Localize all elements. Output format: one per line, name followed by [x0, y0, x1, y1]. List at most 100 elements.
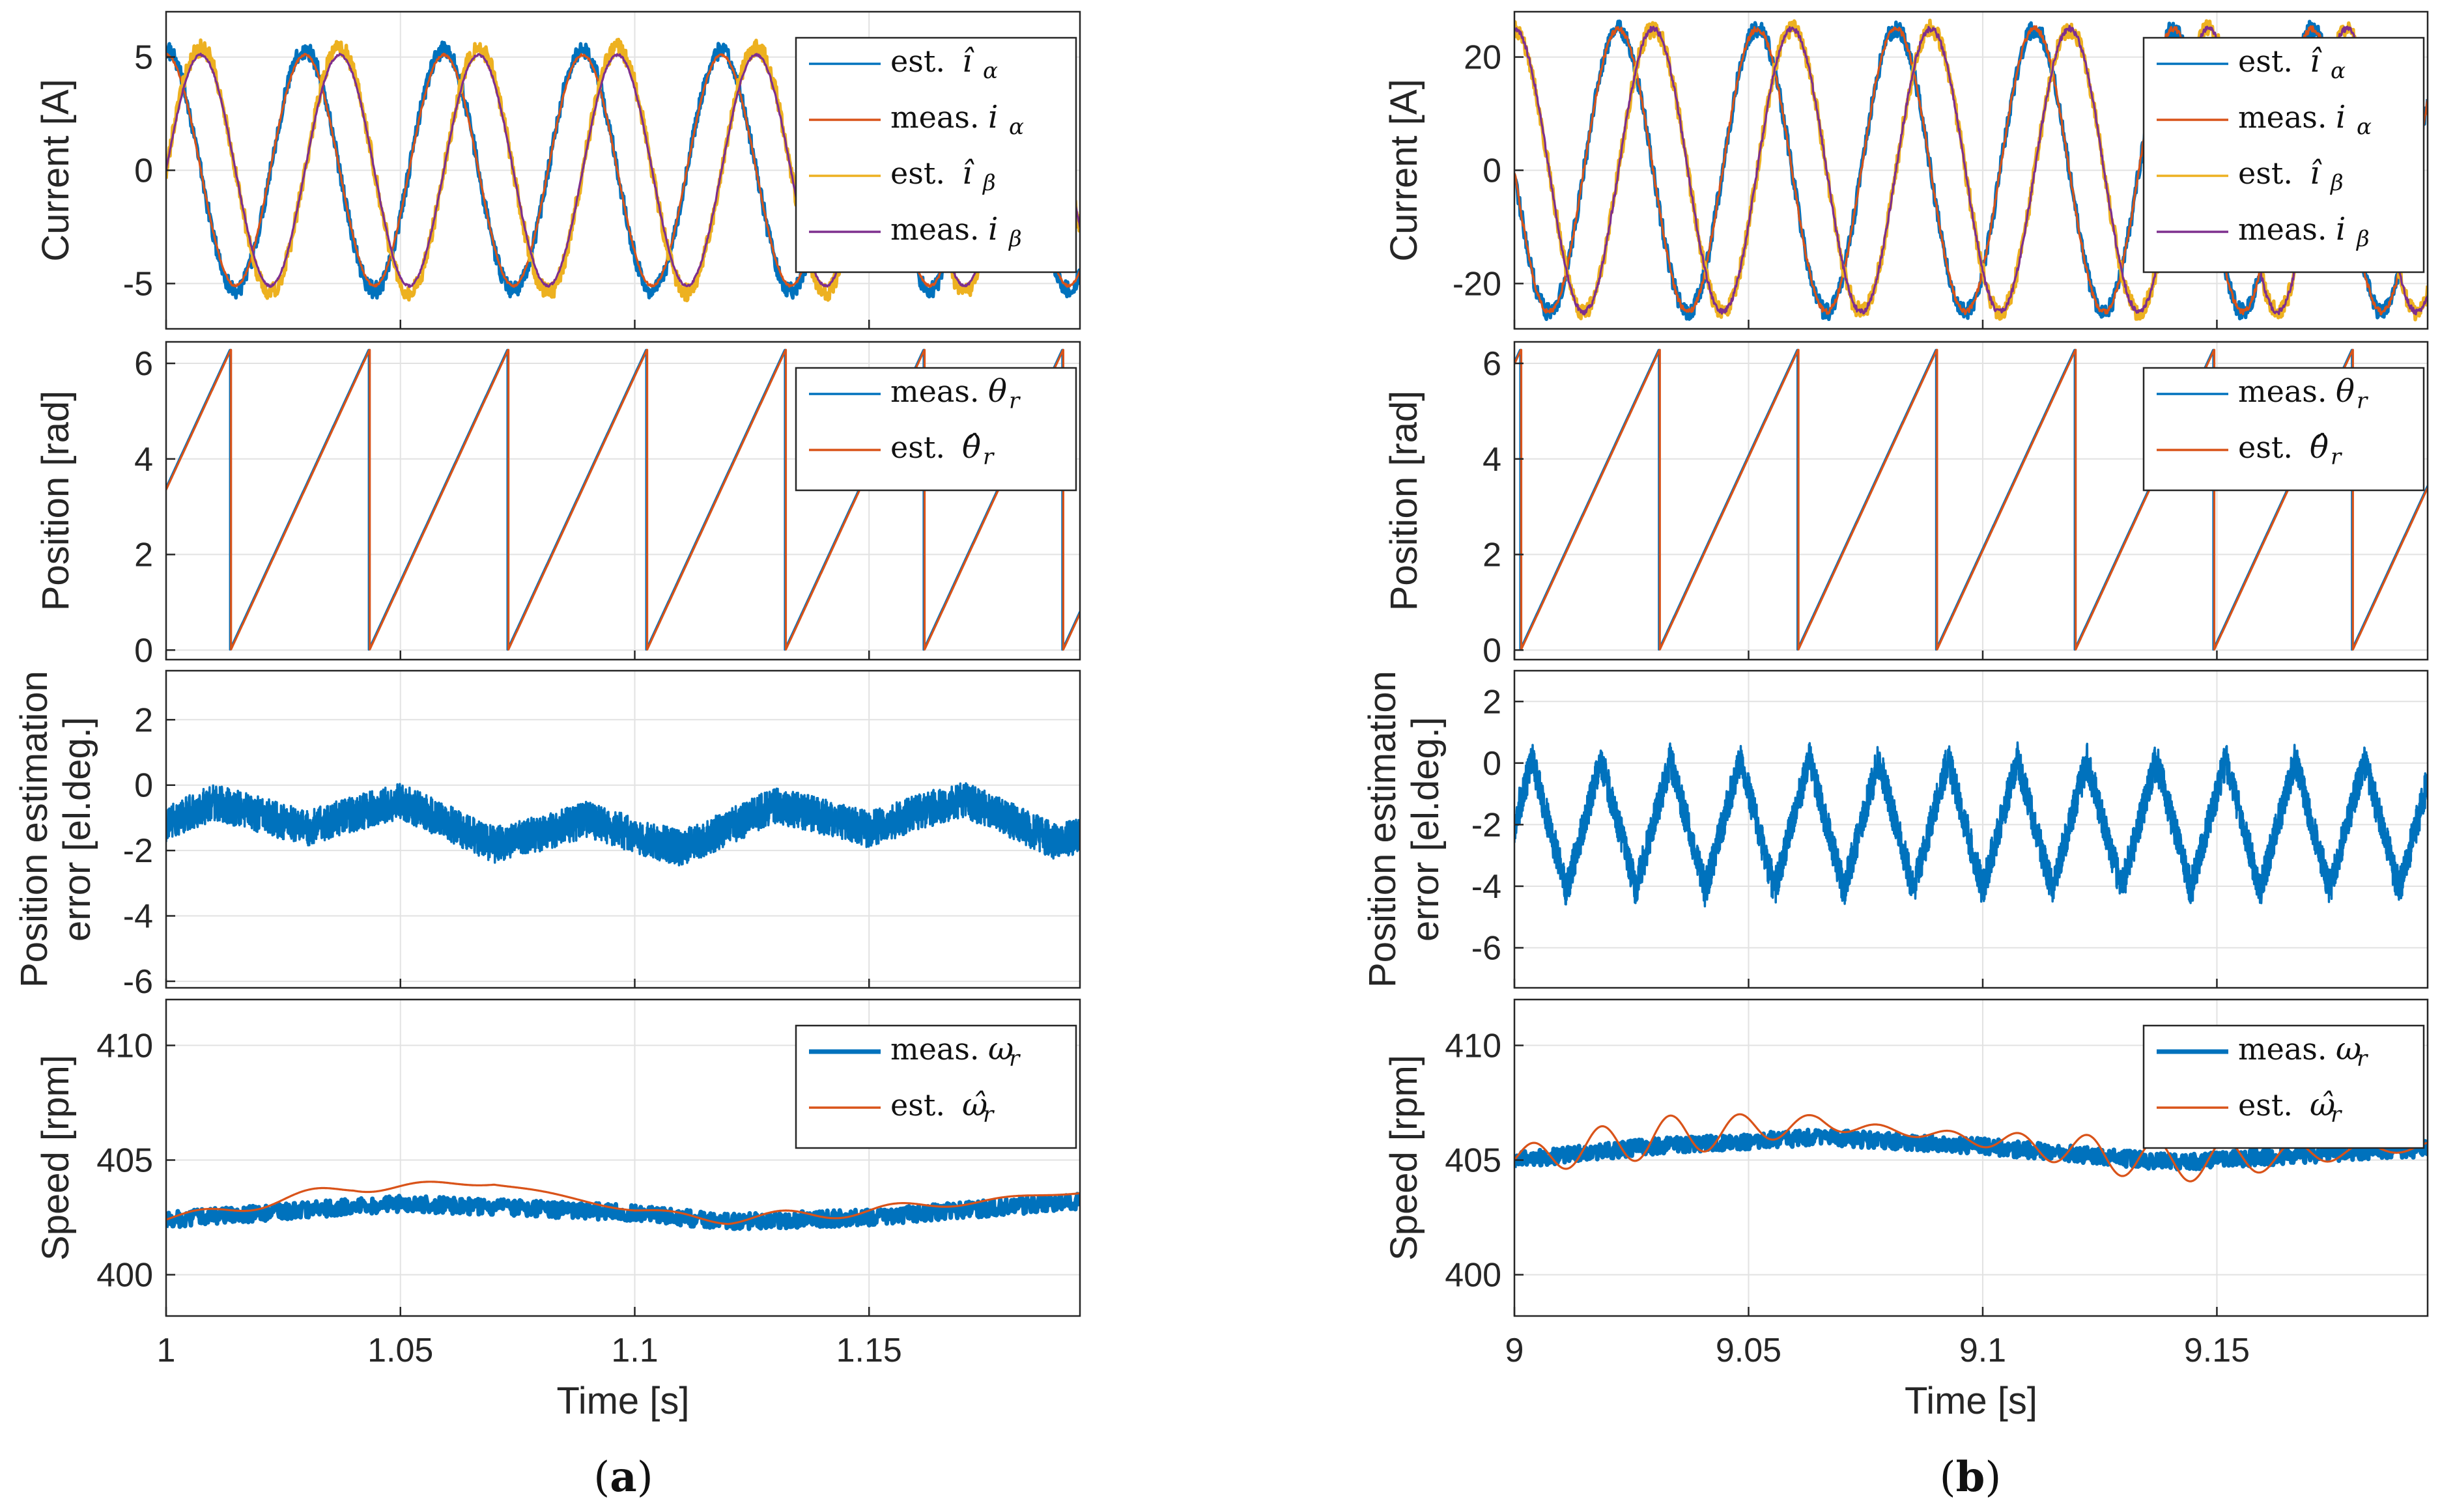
x-tick-label: 9.15 [2184, 1332, 2250, 1369]
x-tick-label: 1 [157, 1332, 176, 1369]
x-tick-label: 1.15 [836, 1332, 902, 1369]
legend-subscript: r [983, 1102, 995, 1128]
chart-a-speed: 400 405 410 1 1.05 1.1 1.15 Speed [rpm] Time [s]… [35, 998, 1081, 1422]
legend-label: est. [2238, 156, 2293, 191]
y-tick-label: 2 [134, 701, 153, 739]
legend-symbol: ω̂ [2310, 1087, 2335, 1123]
legend-subscript: r [1009, 1046, 1021, 1072]
legend-label: est. [2238, 1087, 2293, 1123]
axes-frame [165, 669, 1081, 989]
y-axis-label: Current [A] [35, 79, 77, 261]
legend-subscript: r [2357, 388, 2368, 414]
y-axis-label: Position estimation [13, 671, 55, 988]
axes-frame [1513, 998, 2429, 1317]
y-tick-label: 6 [1482, 345, 1501, 383]
series-line-1 [1514, 741, 2428, 908]
series-line-4 [1514, 25, 2428, 316]
y-axis-label: Speed [rpm] [35, 1055, 77, 1261]
y-axis-label: Position estimation [1361, 671, 1404, 988]
y-tick-label: -20 [1453, 265, 1501, 303]
legend-symbol: i [988, 99, 998, 135]
chart-a-error: -6 -4 -2 0 2 Position estimation error [el.deg… [13, 669, 1081, 1001]
legend-subscript: α [983, 58, 998, 84]
legend-subscript: r [983, 444, 995, 470]
series-line-2 [166, 52, 1080, 288]
chart-b-speed: 400 405 410 9 9.05 9.1 9.15 Speed [rpm] Time [s]… [1383, 998, 2429, 1422]
axes-frame [1513, 669, 2429, 989]
series-line-2 [166, 348, 1080, 651]
y-tick-label: 0 [134, 632, 153, 669]
legend-symbol: i [2336, 99, 2346, 135]
series-line-2 [1514, 1113, 2428, 1183]
legend-subscript: β [1008, 226, 1022, 252]
y-tick-label: 4 [1482, 441, 1501, 479]
legend-symbol: ω̂ [962, 1087, 987, 1123]
y-tick-label: 0 [1482, 632, 1501, 669]
series-line-1 [1514, 1127, 2428, 1171]
gridlines [1514, 342, 2428, 660]
y-axis-label: Position [rad] [35, 391, 77, 611]
legend-box [795, 36, 1077, 273]
x-axis-label: Time [s] [1905, 1380, 2037, 1422]
y-tick-label: -4 [1471, 868, 1501, 906]
legend-symbol: θ [988, 373, 1007, 410]
legend-symbol: θ̂ [962, 429, 981, 466]
legend-symbol: î [2310, 43, 2322, 79]
x-tick-label: 1.05 [367, 1332, 433, 1369]
legend-label: meas. [890, 1031, 980, 1067]
y-tick-label: -5 [123, 265, 153, 303]
y-tick-label: 2 [1482, 537, 1501, 574]
y-tick-label: 410 [1445, 1027, 1501, 1065]
series-line-1 [166, 1192, 1080, 1231]
plot-area [166, 782, 1080, 867]
y-tick-label: 5 [134, 39, 153, 77]
legend-subscript: r [2331, 444, 2342, 470]
legend-symbol: θ [2336, 373, 2355, 410]
legend-subscript: r [2357, 1046, 2368, 1072]
y-tick-label: 6 [134, 345, 153, 383]
x-tick-label: 9.05 [1716, 1332, 1781, 1369]
y-tick-label: 2 [1482, 683, 1501, 721]
y-tick-label: -2 [1471, 806, 1501, 844]
legend-label: est. [890, 430, 945, 465]
x-tick-label: 1.1 [611, 1332, 658, 1369]
plot-area [166, 348, 1080, 651]
series-line-2 [1514, 348, 2428, 651]
legend-label: meas. [2238, 1031, 2327, 1067]
legend-subscript: r [2331, 1102, 2342, 1128]
legend-symbol: i [988, 211, 998, 247]
legend-label: est. [890, 156, 945, 191]
legend-box [2142, 36, 2425, 273]
y-tick-label: -2 [123, 832, 153, 870]
caption-a: (a) [593, 1453, 653, 1502]
plot-area [1514, 741, 2428, 908]
y-tick-label: -6 [123, 963, 153, 1001]
legend-label: meas. [890, 100, 980, 135]
legend-subscript: β [2355, 226, 2370, 252]
legend-subscript: α [2357, 114, 2372, 140]
y-tick-label: 405 [1445, 1142, 1501, 1180]
y-tick-label: 0 [134, 767, 153, 805]
y-tick-label: 2 [134, 537, 153, 574]
y-tick-label: 0 [1482, 152, 1501, 190]
y-tick-label: 405 [96, 1142, 153, 1180]
x-tick-label: 9 [1505, 1332, 1524, 1369]
legend-subscript: r [1009, 388, 1021, 414]
y-tick-label: 4 [134, 441, 153, 479]
legend-label: est. [2238, 430, 2293, 465]
series-line-2 [166, 1181, 1080, 1225]
legend-label: meas. [890, 212, 980, 247]
legend-box [2142, 367, 2425, 492]
legend-symbol: î [962, 155, 974, 191]
legend-subscript: α [2331, 58, 2346, 84]
y-tick-label: 400 [1445, 1257, 1501, 1295]
